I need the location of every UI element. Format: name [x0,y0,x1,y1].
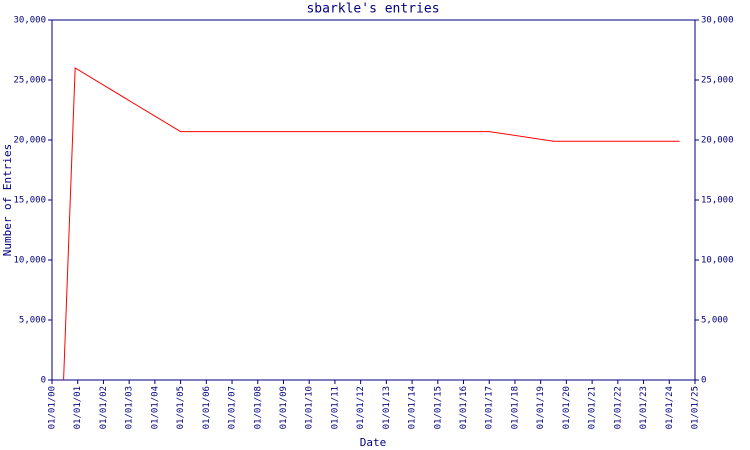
y-tick-label: 10,000 [13,256,46,266]
y-tick-label: 25,000 [13,76,46,86]
x-tick-label: 01/01/11 [330,386,340,429]
y-tick-label: 20,000 [13,136,46,146]
data-line [63,67,680,381]
x-tick-label: 01/01/06 [202,386,212,429]
x-tick-label: 01/01/01 [73,386,83,429]
x-tick-label: 01/01/19 [536,386,546,429]
y-tick-label: 15,000 [13,196,46,206]
x-tick-label: 01/01/20 [562,386,572,429]
x-tick-label: 01/01/15 [433,386,443,429]
y2-tick-label: 20,000 [701,136,734,146]
x-axis-title: Date [360,436,387,449]
y2-tick-label: 25,000 [701,76,734,86]
x-tick-label: 01/01/12 [356,386,366,429]
y-tick-label: 5,000 [19,316,46,326]
x-tick-label: 01/01/04 [150,386,160,429]
x-tick-label: 01/01/03 [125,386,135,429]
x-tick-label: 01/01/00 [48,386,58,429]
y-axis-title: Number of Entries [1,144,14,257]
y-tick-label: 30,000 [13,16,46,26]
x-tick-label: 01/01/23 [639,386,649,429]
x-tick-label: 01/01/22 [613,386,623,429]
x-tick-label: 01/01/25 [691,386,701,429]
x-tick-label: 01/01/08 [253,386,263,429]
y2-tick-label: 0 [701,376,706,386]
y2-tick-label: 10,000 [701,256,734,266]
x-tick-label: 01/01/21 [588,386,598,429]
chart-title: sbarkle's entries [306,2,439,17]
x-tick-label: 01/01/10 [305,386,315,429]
x-tick-label: 01/01/16 [459,386,469,429]
y2-tick-label: 15,000 [701,196,734,206]
x-tick-label: 01/01/09 [279,386,289,429]
y-tick-label: 0 [41,376,46,386]
x-tick-label: 01/01/14 [408,386,418,429]
x-tick-label: 01/01/24 [665,386,675,429]
x-tick-label: 01/01/17 [485,386,495,429]
x-tick-label: 01/01/18 [510,386,520,429]
x-tick-label: 01/01/07 [228,386,238,429]
y2-tick-label: 30,000 [701,16,734,26]
plot-frame [51,19,696,381]
x-tick-label: 01/01/13 [382,386,392,429]
y2-tick-label: 5,000 [701,316,728,326]
x-tick-label: 01/01/02 [99,386,109,429]
x-tick-label: 01/01/05 [176,386,186,429]
